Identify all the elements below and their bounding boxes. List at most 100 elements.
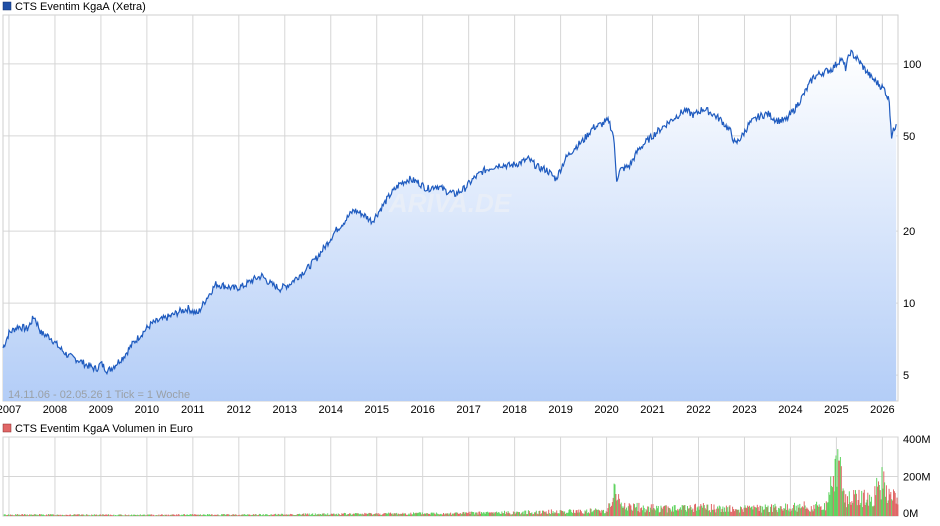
volume-bar xyxy=(466,513,468,516)
volume-legend-label: CTS Eventim KgaA Volumen in Euro xyxy=(15,423,193,435)
watermark: ARIVA.DE xyxy=(388,188,512,218)
volume-bar xyxy=(695,503,696,516)
volume-bar xyxy=(698,509,700,516)
volume-bar xyxy=(891,499,893,516)
volume-bar xyxy=(537,514,539,516)
volume-bar xyxy=(584,510,586,516)
volume-bar xyxy=(143,514,145,516)
volume-bar xyxy=(616,500,618,516)
volume-bar xyxy=(405,513,406,516)
volume-bar xyxy=(436,513,438,516)
volume-bar xyxy=(439,514,441,516)
volume-bar xyxy=(599,510,601,516)
volume-bar xyxy=(724,507,726,516)
volume-bar xyxy=(796,511,798,516)
volume-bar xyxy=(39,514,41,516)
volume-bar xyxy=(270,514,272,516)
volume-bar xyxy=(760,506,762,516)
volume-bar xyxy=(130,515,132,516)
volume-bar xyxy=(404,513,406,516)
volume-bar xyxy=(175,515,177,516)
volume-bar xyxy=(291,514,292,516)
volume-bar xyxy=(318,513,320,516)
volume-bar xyxy=(138,515,140,516)
volume-bar xyxy=(189,514,191,516)
volume-bar xyxy=(596,510,598,516)
volume-bar xyxy=(557,513,559,516)
volume-bar xyxy=(117,514,119,516)
volume-bar xyxy=(157,515,159,516)
volume-bar xyxy=(467,512,469,516)
volume-bar xyxy=(867,492,869,516)
volume-bar xyxy=(261,515,263,516)
volume-bar xyxy=(540,514,542,516)
volume-bar xyxy=(497,512,499,516)
volume-y-tick-label: 200M xyxy=(903,472,931,484)
volume-bar xyxy=(177,514,179,516)
volume-bar xyxy=(815,504,817,516)
volume-bar xyxy=(463,511,465,516)
volume-bar xyxy=(522,511,524,516)
volume-bar xyxy=(740,507,742,516)
volume-bar xyxy=(787,510,789,516)
volume-bar xyxy=(410,512,412,516)
volume-bar xyxy=(353,514,355,516)
volume-bar xyxy=(47,515,48,516)
volume-bar xyxy=(883,471,885,516)
volume-bar xyxy=(14,515,16,516)
volume-bar xyxy=(349,513,351,516)
volume-bar xyxy=(506,513,508,516)
volume-bar xyxy=(129,515,131,516)
volume-bar xyxy=(657,506,659,516)
volume-bar xyxy=(428,513,429,516)
volume-bar xyxy=(527,514,528,516)
volume-bar xyxy=(308,513,310,516)
volume-bar xyxy=(612,497,614,516)
volume-bar xyxy=(672,511,674,516)
volume-bar xyxy=(331,514,333,516)
x-tick-label: 2023 xyxy=(732,404,756,416)
volume-bar xyxy=(845,494,847,516)
volume-bar xyxy=(709,510,711,516)
volume-bar xyxy=(41,514,43,516)
volume-bar xyxy=(242,514,244,516)
volume-bar xyxy=(875,495,877,516)
volume-bar xyxy=(85,515,86,516)
volume-bar xyxy=(186,514,188,516)
volume-bar xyxy=(479,511,481,516)
volume-bar xyxy=(397,514,399,516)
volume-bar xyxy=(565,513,566,516)
volume-bar xyxy=(321,514,322,516)
volume-bar xyxy=(884,482,886,516)
volume-bar xyxy=(314,513,316,516)
volume-bar xyxy=(806,507,808,516)
volume-bar xyxy=(514,514,516,516)
volume-bar xyxy=(297,514,299,516)
volume-bar xyxy=(824,510,826,516)
volume-bar xyxy=(856,505,858,516)
volume-bar xyxy=(124,514,126,516)
volume-bar xyxy=(133,514,135,516)
volume-bar xyxy=(247,514,249,516)
volume-bar xyxy=(675,510,677,516)
volume-bar xyxy=(90,515,92,516)
volume-bar xyxy=(758,511,760,516)
volume-bar xyxy=(123,515,124,516)
volume-bar xyxy=(477,514,479,516)
volume-bar xyxy=(207,514,208,516)
volume-bar xyxy=(609,503,611,516)
volume-bar xyxy=(855,493,857,516)
volume-bar xyxy=(289,514,291,516)
price-y-axis: 5 10 20 50 100 xyxy=(903,59,921,382)
volume-bar xyxy=(200,515,202,516)
volume-bar xyxy=(830,476,832,516)
volume-bar xyxy=(756,507,757,516)
volume-bar xyxy=(356,513,358,516)
volume-bar xyxy=(496,513,498,516)
volume-bar xyxy=(699,506,701,516)
volume-bar xyxy=(544,512,546,516)
volume-bar xyxy=(254,514,256,516)
volume-bar xyxy=(715,512,717,516)
volume-bar xyxy=(83,514,85,516)
volume-bar xyxy=(703,505,705,516)
